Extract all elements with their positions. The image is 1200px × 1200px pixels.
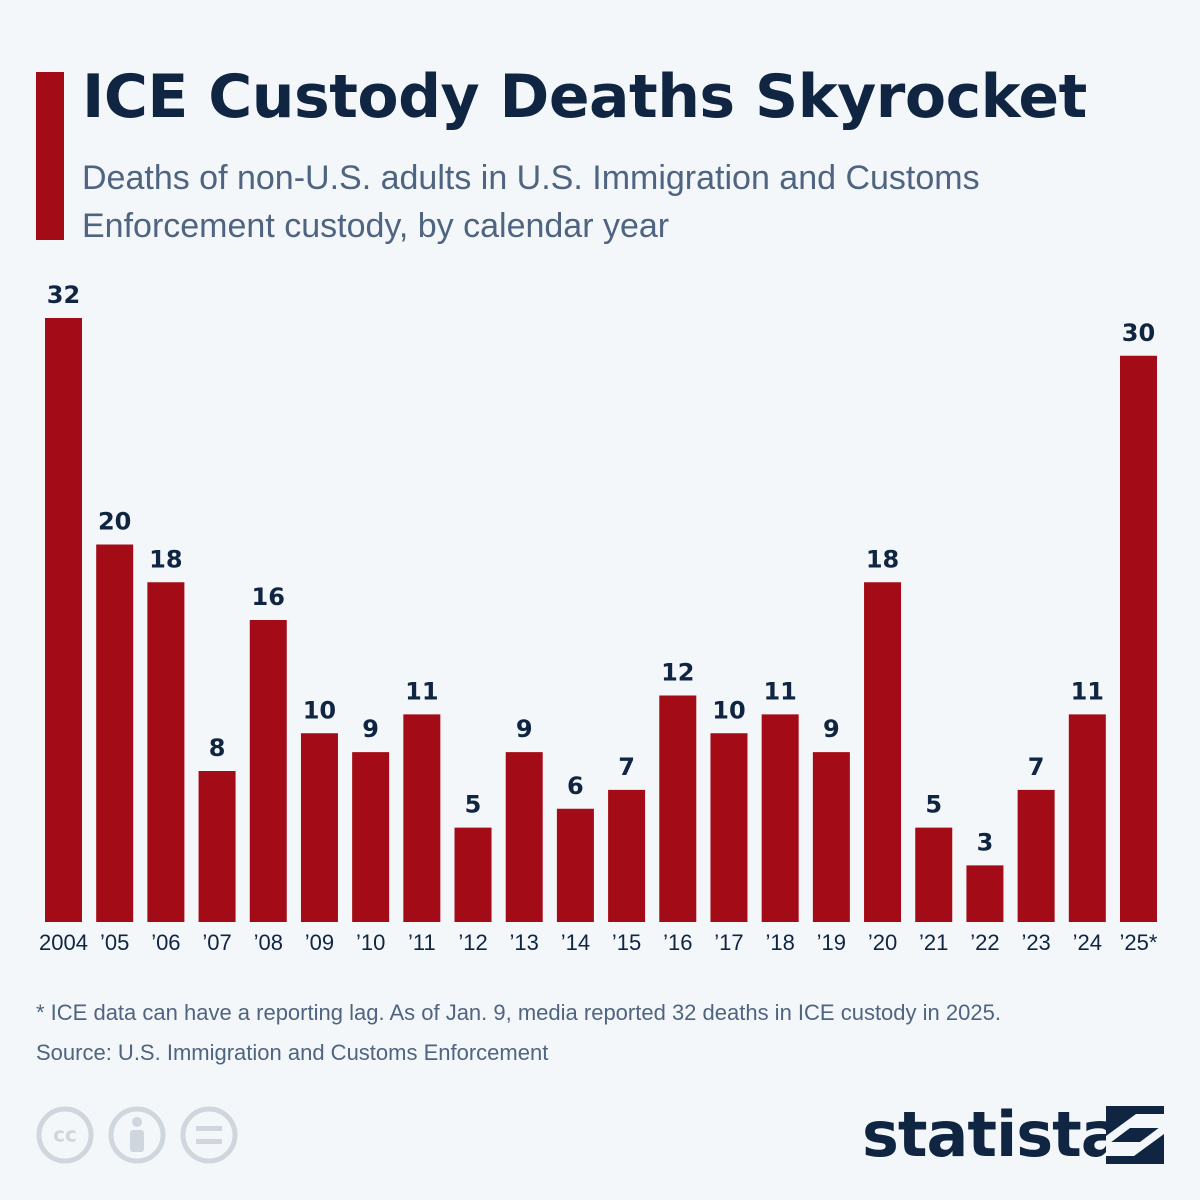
bar (659, 695, 697, 922)
value-label: 18 (149, 545, 182, 573)
value-label: 9 (362, 715, 379, 743)
value-label: 6 (567, 772, 584, 800)
bar (300, 733, 338, 922)
bar (864, 582, 902, 922)
value-label: 9 (516, 715, 533, 743)
value-label: 7 (1028, 753, 1045, 781)
value-label: 11 (763, 677, 796, 705)
value-label: 10 (712, 696, 745, 724)
value-label: 32 (47, 281, 80, 309)
brand-icon (1106, 1106, 1164, 1164)
x-tick-label: ’11 (408, 930, 436, 955)
bar (454, 827, 492, 922)
svg-text:cc: cc (53, 1123, 77, 1147)
x-tick-label: 2004 (39, 930, 88, 955)
chart: 32 2004 20 ’05 18 ’06 8 ’07 16 ’08 10 ’09 9 ’10 11 ’11 5… (39, 281, 1158, 955)
value-label: 11 (405, 677, 438, 705)
chart-title: ICE Custody Deaths Skyrocket (82, 62, 1087, 132)
footnote: * ICE data can have a reporting lag. As … (36, 1000, 1001, 1025)
x-tick-label: ’14 (561, 930, 590, 955)
value-label: 5 (925, 791, 942, 819)
bar (915, 827, 953, 922)
x-tick-label: ’09 (305, 930, 334, 955)
bar (45, 318, 82, 922)
bar (249, 620, 287, 922)
license-icons: cc (36, 1106, 238, 1164)
x-tick-label: ’24 (1073, 930, 1102, 955)
x-tick-label: ’23 (1021, 930, 1050, 955)
bar (966, 865, 1004, 922)
value-label: 5 (465, 791, 482, 819)
x-tick-label: ’10 (356, 930, 385, 955)
value-label: 10 (303, 696, 336, 724)
bar (608, 789, 646, 922)
brand-logo: statista (862, 1098, 1123, 1171)
bar (96, 544, 134, 922)
x-tick-label: ’13 (510, 930, 539, 955)
bar (352, 752, 390, 922)
bar (710, 733, 748, 922)
value-label: 9 (823, 715, 840, 743)
x-tick-label: ’06 (151, 930, 180, 955)
bar (147, 582, 185, 922)
bar (761, 714, 799, 922)
x-tick-label: ’16 (663, 930, 692, 955)
x-tick-label: ’07 (202, 930, 231, 955)
value-label: 11 (1071, 677, 1104, 705)
x-tick-label: ’15 (612, 930, 641, 955)
bar (556, 808, 594, 922)
x-tick-label: ’20 (868, 930, 897, 955)
value-label: 12 (661, 659, 694, 687)
bar (1068, 714, 1106, 922)
bar (198, 771, 236, 922)
bar (505, 752, 543, 922)
x-tick-label: ’21 (919, 930, 948, 955)
chart-subtitle: Deaths of non-U.S. adults in U.S. Immigr… (82, 159, 980, 245)
value-label: 3 (977, 828, 994, 856)
value-label: 8 (209, 734, 226, 762)
x-tick-label: ’12 (458, 930, 487, 955)
value-label: 16 (252, 583, 285, 611)
x-tick-label: ’25* (1120, 930, 1158, 955)
bar (1120, 355, 1157, 922)
source: Source: U.S. Immigration and Customs Enf… (36, 1040, 549, 1065)
x-tick-label: ’19 (817, 930, 846, 955)
x-tick-label: ’08 (254, 930, 283, 955)
accent-bar (36, 72, 64, 240)
value-label: 18 (866, 545, 899, 573)
bar (403, 714, 441, 922)
x-tick-label: ’18 (765, 930, 794, 955)
x-tick-label: ’17 (714, 930, 743, 955)
value-label: 7 (618, 753, 635, 781)
x-tick-label: ’22 (970, 930, 999, 955)
value-label: 30 (1122, 319, 1155, 347)
x-tick-label: ’05 (100, 930, 129, 955)
value-label: 20 (98, 508, 131, 536)
bar (1017, 789, 1055, 922)
bar (812, 752, 850, 922)
